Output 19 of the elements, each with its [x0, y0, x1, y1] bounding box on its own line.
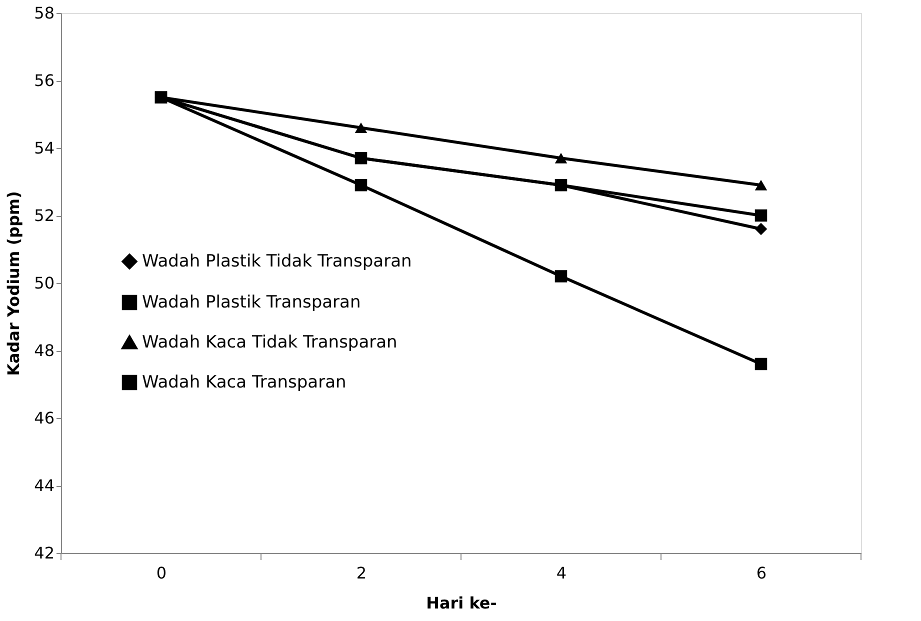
y-tick-label: 46: [34, 408, 54, 428]
y-tick-label: 54: [34, 138, 54, 158]
y-tick-label: 44: [34, 476, 54, 495]
x-tick-label: 4: [556, 564, 567, 582]
y-tick-label: 48: [34, 341, 54, 360]
y-tick-label: 58: [34, 4, 54, 22]
x-axis-title: Hari ke-: [426, 594, 497, 612]
y-tick-label: 56: [34, 71, 54, 90]
legend-label: Wadah Kaca Transparan: [142, 372, 346, 392]
y-tick-label: 42: [34, 544, 54, 562]
x-tick-label: 0: [156, 564, 167, 582]
legend-label: Wadah Plastik Tidak Transparan: [142, 252, 412, 272]
x-tick-label: 2: [356, 564, 367, 582]
legend-label: Wadah Plastik Transparan: [142, 292, 361, 312]
x-tick-label: 6: [756, 564, 767, 582]
y-tick-label: 52: [34, 206, 54, 225]
y-tick-label: 50: [34, 274, 54, 292]
legend-label: Wadah Kaca Tidak Transparan: [142, 332, 398, 352]
y-axis-title: Kadar Yodium (ppm): [4, 191, 24, 376]
